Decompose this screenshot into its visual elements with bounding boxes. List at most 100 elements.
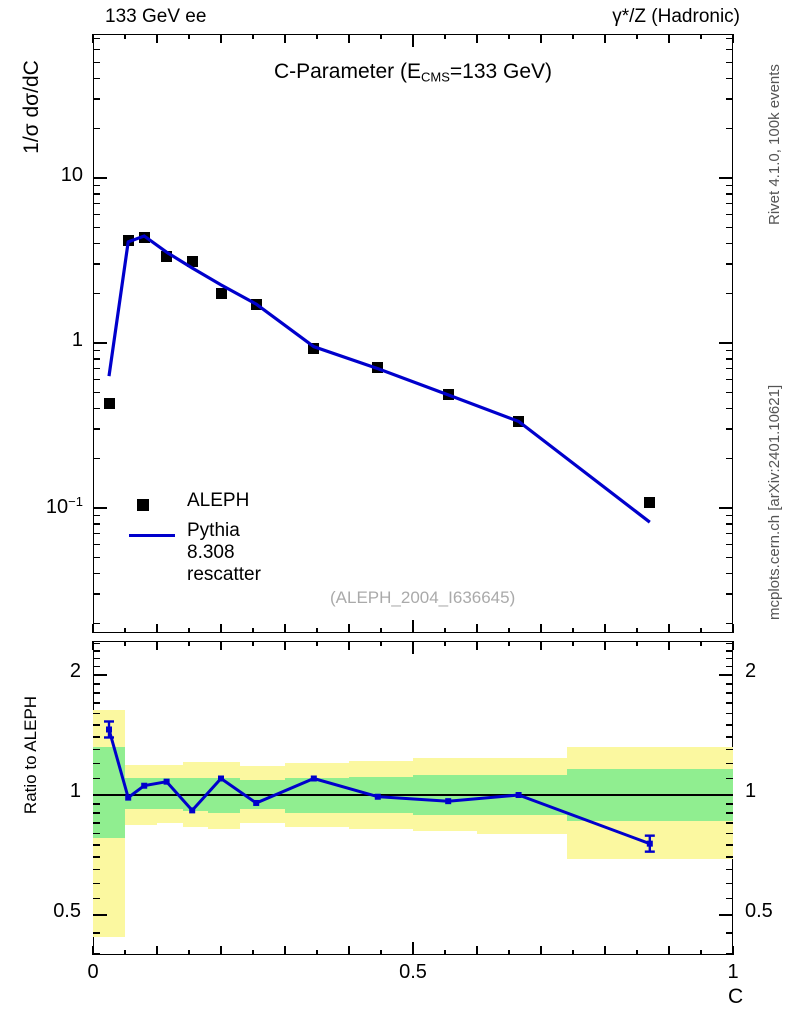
y-tick-ratio-left (93, 650, 100, 652)
x-tick-ratio-top (700, 641, 702, 646)
y-tick-main-right (726, 98, 733, 101)
y-label-ratio-right-1: 1 (745, 780, 757, 802)
data-marker-aleph (215, 287, 227, 299)
y-tick-main-left (93, 37, 100, 40)
x-tick-ratio-top (604, 641, 606, 650)
y-tick-main-right (726, 572, 733, 575)
y-tick-ratio-left (93, 665, 100, 668)
data-marker-aleph (644, 496, 656, 508)
x-tick-ratio (124, 950, 126, 955)
x-tick-main (156, 624, 158, 633)
ratio-unity-line (93, 794, 733, 796)
y-tick-main-right (726, 556, 733, 559)
y-tick-main-left (93, 242, 100, 245)
y-tick-ratio-right (726, 777, 733, 780)
y-tick-main-left (93, 202, 100, 205)
ratio-band-inner (93, 746, 125, 838)
legend-marker-line-icon (129, 534, 175, 537)
y-tick-ratio-right (719, 914, 733, 916)
x-tick-ratio (316, 950, 318, 955)
y-tick-main-right (726, 193, 733, 195)
y-tick-ratio-left (93, 914, 107, 916)
y-tick-main-left (93, 184, 100, 187)
y-tick-main-right (726, 367, 733, 370)
y-tick-main-left (93, 127, 100, 130)
data-marker-aleph (372, 362, 384, 374)
y-tick-main-left (93, 367, 100, 370)
y-tick-main-right (726, 242, 733, 245)
y-tick-main-left (93, 523, 100, 525)
x-tick-ratio-top (412, 641, 414, 654)
y-label-ratio-right-2: 2 (745, 660, 757, 682)
y-tick-main-right (726, 292, 733, 295)
x-label-1: 1 (727, 961, 739, 983)
x-tick-main-top (124, 34, 126, 39)
x-tick-ratio-top (476, 641, 478, 650)
x-tick-main-top (284, 34, 286, 43)
y-tick-ratio-left (93, 642, 100, 645)
y-label-main-1: 1 (71, 329, 83, 351)
y-label-ratio-left-1: 1 (69, 780, 81, 802)
x-tick-ratio (284, 946, 286, 955)
y-tick-ratio-left (93, 702, 100, 704)
x-tick-main-top (220, 34, 222, 43)
y-tick-main-right (726, 263, 733, 266)
x-tick-ratio (380, 950, 382, 955)
y-label-main-0.1: 10−1 (45, 494, 83, 519)
y-tick-ratio-right (726, 702, 733, 704)
y-tick-main-right (726, 202, 733, 205)
main-plot-title: C-Parameter (ECMS=133 GeV) (93, 60, 733, 84)
y-tick-ratio-right (726, 657, 733, 660)
x-tick-main (476, 624, 478, 633)
x-tick-main (508, 628, 510, 633)
x-tick-ratio (732, 946, 734, 955)
x-tick-ratio-top (188, 641, 190, 646)
x-tick-main-top (668, 34, 670, 43)
y-label-main-10: 10 (60, 164, 83, 186)
y-tick-ratio-left (93, 794, 107, 796)
y-tick-main-right (726, 378, 733, 381)
x-tick-ratio (668, 946, 670, 955)
y-tick-ratio-right (726, 844, 733, 846)
x-tick-ratio-top (316, 641, 318, 646)
y-tick-ratio-left (93, 822, 100, 824)
x-tick-ratio-top (572, 641, 574, 646)
x-tick-ratio (156, 946, 158, 955)
x-tick-ratio-top (348, 641, 350, 650)
y-tick-main-left (93, 98, 100, 101)
y-tick-ratio-right (726, 665, 733, 668)
data-marker-aleph (308, 342, 320, 354)
x-tick-main-top (188, 34, 190, 39)
x-tick-main (412, 620, 414, 633)
y-tick-main-right (726, 391, 733, 394)
x-tick-main (220, 624, 222, 633)
x-tick-ratio-top (92, 641, 94, 650)
x-tick-ratio-top (540, 641, 542, 650)
x-tick-ratio (572, 950, 574, 955)
legend-label-pythia: Pythia 8.308 rescatter (187, 520, 261, 585)
y-tick-ratio-left (93, 692, 100, 695)
y-tick-ratio-right (726, 692, 733, 695)
x-tick-ratio-top (220, 641, 222, 650)
ratio-band-inner (285, 778, 349, 814)
y-tick-ratio-right (726, 897, 733, 900)
y-tick-main-right (726, 48, 733, 51)
x-tick-ratio (636, 950, 638, 955)
y-tick-ratio-right (719, 674, 733, 676)
y-tick-main-right (719, 177, 733, 179)
y-tick-main-right (726, 407, 733, 410)
x-tick-main (700, 628, 702, 633)
y-tick-ratio-right (726, 832, 733, 835)
legend-label-aleph: ALEPH (187, 490, 250, 511)
y-tick-ratio-left (93, 844, 100, 846)
y-tick-ratio-right (726, 812, 733, 815)
y-tick-ratio-right (726, 748, 733, 751)
data-marker-aleph (161, 250, 173, 262)
x-tick-ratio (540, 946, 542, 955)
y-tick-ratio-left (93, 777, 100, 780)
y-label-ratio-right-0.5: 0.5 (745, 900, 773, 922)
x-tick-main-top (540, 34, 542, 43)
y-tick-ratio-left (93, 762, 100, 765)
x-tick-ratio-top (508, 641, 510, 646)
